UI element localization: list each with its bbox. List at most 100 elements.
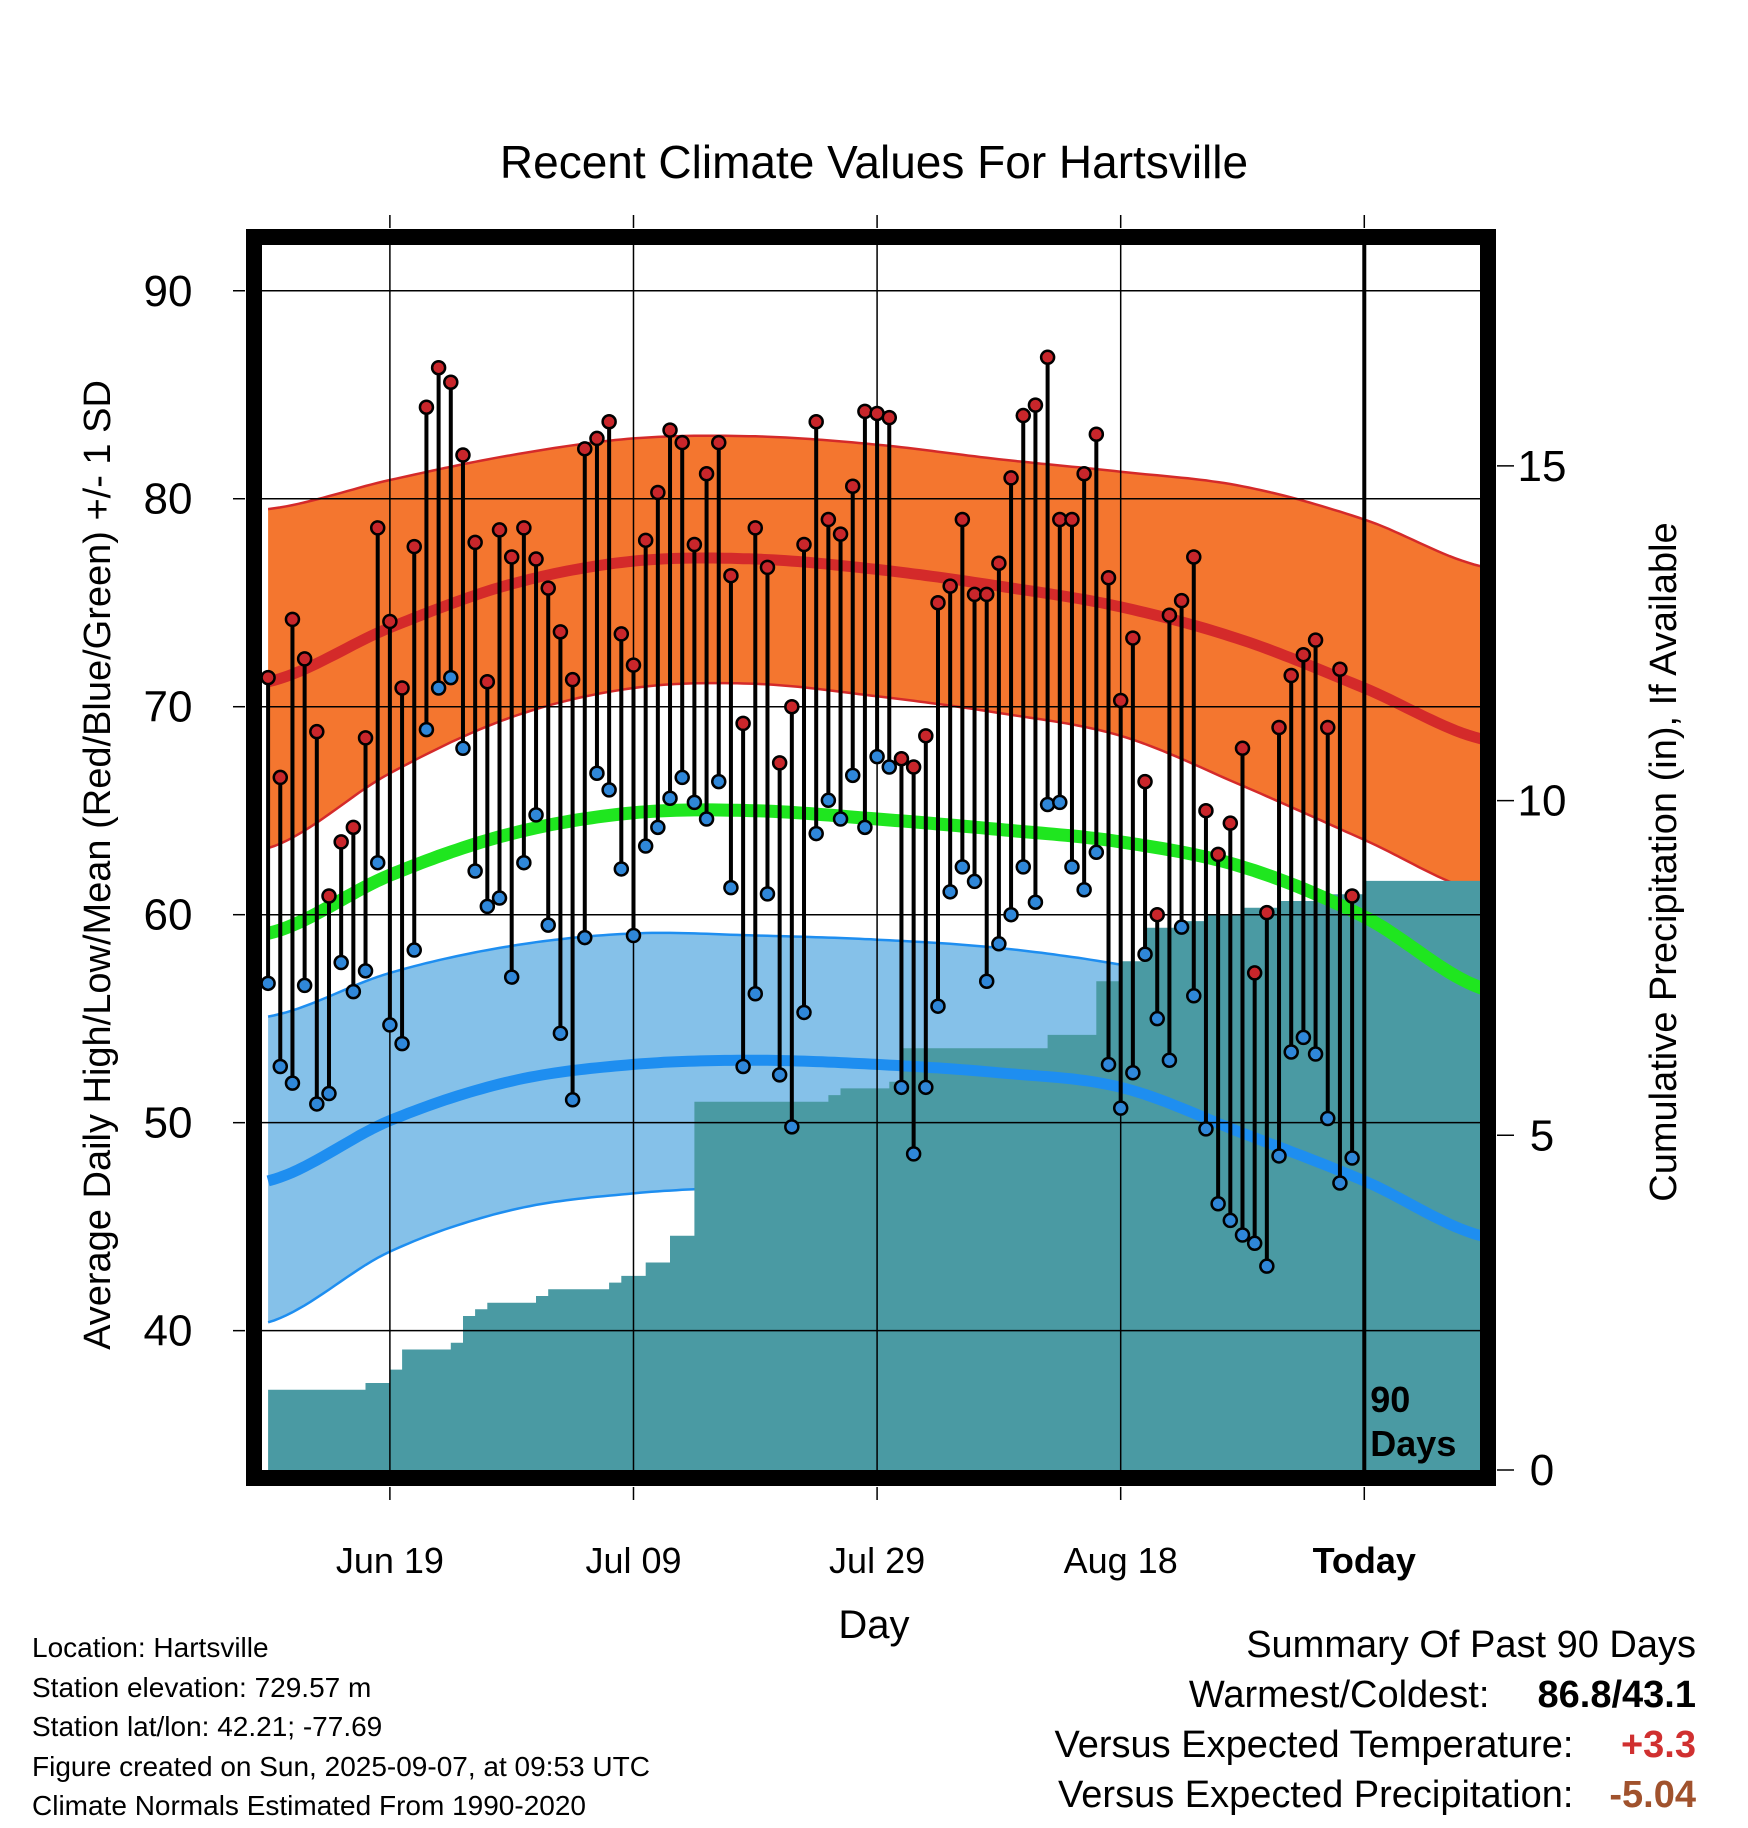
high-temp-point — [540, 580, 556, 596]
low-temp-point — [857, 819, 873, 836]
precip-value: -5.04 — [1609, 1774, 1696, 1816]
latlon-text: Station lat/lon: 42.21; -77.69 — [32, 1711, 383, 1742]
high-temp-point — [784, 698, 800, 715]
low-temp-point — [552, 1025, 569, 1041]
high-temp-point — [1027, 397, 1044, 413]
high-temp-point — [759, 559, 776, 576]
low-temp-point — [991, 936, 1007, 952]
low-temp-point — [613, 861, 630, 877]
low-temp-point — [394, 1035, 410, 1052]
high-temp-point — [1210, 846, 1226, 863]
low-temp-point — [1149, 1010, 1165, 1027]
normals-text: Climate Normals Estimated From 1990-2020 — [32, 1790, 586, 1821]
low-temp-point — [601, 782, 617, 798]
low-temp-point — [406, 942, 422, 958]
high-temp-point — [832, 526, 849, 542]
high-temp-point — [357, 730, 374, 746]
summary-warm-cold: Warmest/Coldest: 86.8/43.1 — [1055, 1670, 1696, 1720]
warm-cold-value: 86.8/43.1 — [1537, 1674, 1696, 1716]
high-temp-point — [601, 414, 617, 430]
high-temp-point — [528, 551, 544, 567]
y-tick-label: 80 — [144, 475, 193, 524]
precipitation-area — [268, 880, 1480, 1470]
low-temp-point — [759, 886, 776, 902]
low-temp-point — [479, 898, 496, 915]
low-temp-point — [1052, 794, 1068, 811]
high-temp-point — [1088, 426, 1105, 443]
low-temp-point — [467, 863, 483, 879]
high-temp-point — [430, 359, 447, 376]
low-temp-point — [1161, 1052, 1178, 1069]
low-temp-point — [1088, 844, 1105, 861]
high-temp-point — [479, 674, 496, 690]
high-temp-point — [1320, 719, 1336, 736]
low-temp-point — [674, 769, 690, 786]
elevation-text: Station elevation: 729.57 m — [32, 1671, 372, 1703]
high-temp-point — [735, 715, 751, 732]
y-tick-label: 40 — [144, 1307, 193, 1356]
high-temp-point — [1332, 661, 1348, 678]
y-tick-label: 70 — [144, 683, 193, 732]
high-temp-point — [881, 409, 898, 426]
low-temp-point — [698, 811, 715, 827]
high-temp-point — [662, 422, 678, 438]
high-temp-point — [1307, 632, 1324, 648]
low-temp-point — [637, 838, 654, 854]
low-temp-point — [1064, 859, 1080, 875]
high-temp-point — [991, 555, 1007, 571]
summary-precip: Versus Expected Precipitation: -5.04 — [1055, 1770, 1696, 1820]
low-temp-point — [1100, 1056, 1117, 1073]
low-temp-point — [918, 1079, 934, 1096]
low-temp-point — [443, 669, 459, 686]
high-temp-point — [1344, 888, 1360, 904]
low-temp-point — [881, 759, 898, 775]
x-tick-label: Today — [1313, 1540, 1416, 1581]
high-temp-point — [820, 511, 837, 528]
low-temp-point — [1320, 1110, 1336, 1127]
y2-tick-label: 0 — [1530, 1446, 1554, 1495]
low-temp-point — [650, 819, 666, 836]
high-temp-point — [942, 578, 958, 594]
high-temp-point — [1198, 802, 1214, 819]
low-temp-point — [491, 890, 508, 906]
high-temp-point — [905, 759, 922, 775]
low-temp-point — [430, 680, 447, 696]
low-temp-point — [296, 977, 313, 994]
y-tick-label: 90 — [144, 267, 193, 316]
high-temp-point — [333, 834, 349, 850]
low-temp-point — [954, 859, 971, 875]
low-temp-point — [735, 1058, 751, 1075]
low-temp-point — [503, 969, 520, 985]
low-temp-point — [942, 884, 958, 900]
y2-tick-label: 10 — [1518, 777, 1567, 826]
high-temp-point — [723, 567, 739, 584]
low-temp-point — [893, 1079, 910, 1096]
high-temp-point — [309, 723, 325, 740]
high-temp-point — [467, 534, 483, 551]
high-temp-point — [1173, 592, 1190, 609]
low-temp-point — [966, 873, 983, 890]
low-temp-point — [418, 721, 435, 738]
created-text: Figure created on Sun, 2025-09-07, at 09… — [32, 1750, 650, 1782]
low-temp-point — [1039, 796, 1056, 813]
high-temp-point — [747, 520, 764, 536]
high-temp-point — [1259, 904, 1275, 921]
high-temp-point — [443, 374, 459, 391]
high-temp-point — [1137, 773, 1153, 790]
high-temp-point — [918, 728, 934, 744]
low-temp-point — [1332, 1175, 1348, 1191]
high-temp-point — [930, 594, 946, 611]
high-temp-point — [382, 613, 398, 630]
high-temp-point — [954, 511, 971, 528]
low-temp-point — [321, 1085, 337, 1102]
summary-temp: Versus Expected Temperature: +3.3 — [1055, 1720, 1696, 1770]
low-temp-point — [564, 1092, 581, 1108]
high-temp-point — [272, 769, 289, 786]
high-temp-point — [674, 434, 690, 451]
x-axis-label: Day — [838, 1603, 909, 1647]
temp-label: Versus Expected Temperature: — [1054, 1724, 1574, 1766]
high-temp-point — [857, 403, 873, 420]
low-temp-point — [771, 1067, 788, 1083]
summary-panel: Summary Of Past 90 Days Warmest/Coldest:… — [1055, 1620, 1696, 1820]
